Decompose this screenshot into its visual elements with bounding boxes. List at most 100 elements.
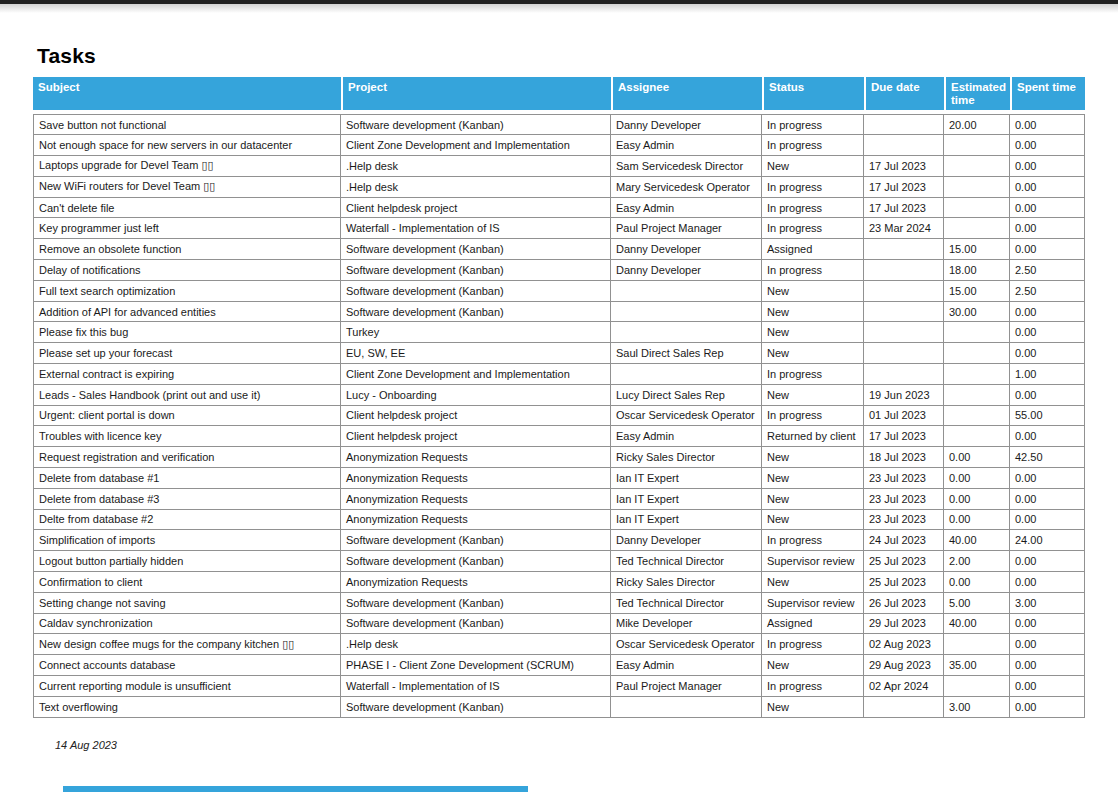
- table-cell: 3.00: [944, 697, 1010, 718]
- table-cell: Easy Admin: [611, 198, 762, 219]
- table-row: Setting change not savingSoftware develo…: [33, 593, 1085, 614]
- table-cell: Anonymization Requests: [341, 572, 611, 593]
- table-cell: 0.00: [1010, 551, 1085, 572]
- table-cell: 26 Jul 2023: [864, 593, 944, 614]
- table-row: Caldav synchronizationSoftware developme…: [33, 614, 1085, 635]
- table-row: External contract is expiringClient Zone…: [33, 364, 1085, 385]
- table-header-cell: Due date: [864, 77, 944, 114]
- table-cell: Software development (Kanban): [341, 614, 611, 635]
- table-cell: Oscar Servicedesk Operator: [611, 634, 762, 655]
- table-row: Delay of notificationsSoftware developme…: [33, 260, 1085, 281]
- table-cell: Current reporting module is unsufficient: [33, 676, 341, 697]
- table-cell: [611, 697, 762, 718]
- table-cell: Confirmation to client: [33, 572, 341, 593]
- table-cell: 23 Mar 2024: [864, 218, 944, 239]
- table-cell: Waterfall - Implementation of IS: [341, 676, 611, 697]
- table-cell: 0.00: [1010, 676, 1085, 697]
- table-row: Please set up your forecastEU, SW, EESau…: [33, 343, 1085, 364]
- table-cell: 40.00: [944, 530, 1010, 551]
- table-cell: Mary Servicedesk Operator: [611, 177, 762, 198]
- table-row: Current reporting module is unsufficient…: [33, 676, 1085, 697]
- table-cell: Easy Admin: [611, 426, 762, 447]
- table-cell: Ted Technical Director: [611, 593, 762, 614]
- table-cell: Troubles with licence key: [33, 426, 341, 447]
- next-page-header-strip: [63, 786, 528, 792]
- table-cell: [864, 343, 944, 364]
- table-cell: In progress: [762, 198, 864, 219]
- table-cell: New: [762, 655, 864, 676]
- table-cell: New design coffee mugs for the company k…: [33, 634, 341, 655]
- table-cell: 55.00: [1010, 406, 1085, 427]
- table-cell: New: [762, 447, 864, 468]
- table-cell: In progress: [762, 260, 864, 281]
- table-cell: [944, 343, 1010, 364]
- table-cell: [611, 322, 762, 343]
- table-cell: Danny Developer: [611, 260, 762, 281]
- table-row: Delte from database #2Anonymization Requ…: [33, 510, 1085, 531]
- table-cell: PHASE I - Client Zone Development (SCRUM…: [341, 655, 611, 676]
- table-header-row: SubjectProjectAssigneeStatusDue dateEsti…: [33, 77, 1085, 114]
- table-row: Simplification of importsSoftware develo…: [33, 530, 1085, 551]
- table-row: Not enough space for new servers in our …: [33, 135, 1085, 156]
- table-cell: New: [762, 385, 864, 406]
- table-cell: New: [762, 697, 864, 718]
- table-cell: In progress: [762, 364, 864, 385]
- table-cell: 01 Jul 2023: [864, 406, 944, 427]
- table-cell: 35.00: [944, 655, 1010, 676]
- table-cell: Addition of API for advanced entities: [33, 302, 341, 323]
- table-cell: Software development (Kanban): [341, 281, 611, 302]
- table-cell: Ricky Sales Director: [611, 447, 762, 468]
- table-cell: Logout button partially hidden: [33, 551, 341, 572]
- table-cell: Ian IT Expert: [611, 468, 762, 489]
- table-cell: Delay of notifications: [33, 260, 341, 281]
- footer-date: 14 Aug 2023: [55, 739, 117, 751]
- table-row: New WiFi routers for Devel Team ▯▯.Help …: [33, 177, 1085, 198]
- table-cell: 18.00: [944, 260, 1010, 281]
- table-cell: Software development (Kanban): [341, 551, 611, 572]
- table-cell: 0.00: [1010, 343, 1085, 364]
- table-cell: 0.00: [1010, 239, 1085, 260]
- table-cell: New: [762, 343, 864, 364]
- table-cell: .Help desk: [341, 156, 611, 177]
- table-cell: 24.00: [1010, 530, 1085, 551]
- table-cell: 0.00: [1010, 385, 1085, 406]
- table-cell: [864, 239, 944, 260]
- table-cell: 17 Jul 2023: [864, 426, 944, 447]
- table-cell: 02 Apr 2024: [864, 676, 944, 697]
- table-cell: [611, 364, 762, 385]
- table-cell: [944, 177, 1010, 198]
- table-cell: 2.50: [1010, 281, 1085, 302]
- table-cell: In progress: [762, 177, 864, 198]
- table-cell: [944, 135, 1010, 156]
- table-cell: [864, 322, 944, 343]
- table-cell: 0.00: [1010, 218, 1085, 239]
- table-cell: 0.00: [944, 468, 1010, 489]
- table-cell: Software development (Kanban): [341, 697, 611, 718]
- table-cell: Delte from database #2: [33, 510, 341, 531]
- table-cell: 1.00: [1010, 364, 1085, 385]
- table-cell: Client Zone Development and Implementati…: [341, 364, 611, 385]
- table-cell: Laptops upgrade for Devel Team ▯▯: [33, 156, 341, 177]
- table-cell: 0.00: [1010, 302, 1085, 323]
- table-cell: 17 Jul 2023: [864, 198, 944, 219]
- table-cell: 23 Jul 2023: [864, 468, 944, 489]
- table-cell: 5.00: [944, 593, 1010, 614]
- table-cell: [864, 135, 944, 156]
- table-cell: 0.00: [1010, 634, 1085, 655]
- table-row: Delete from database #3Anonymization Req…: [33, 489, 1085, 510]
- table-row: Save button not functionalSoftware devel…: [33, 114, 1085, 135]
- table-cell: 0.00: [1010, 697, 1085, 718]
- table-cell: 02 Aug 2023: [864, 634, 944, 655]
- table-cell: Supervisor review: [762, 593, 864, 614]
- table-row: Can't delete fileClient helpdesk project…: [33, 198, 1085, 219]
- table-cell: Please set up your forecast: [33, 343, 341, 364]
- table-cell: [864, 364, 944, 385]
- table-cell: Ted Technical Director: [611, 551, 762, 572]
- table-cell: 0.00: [1010, 177, 1085, 198]
- table-cell: [944, 322, 1010, 343]
- table-cell: Danny Developer: [611, 239, 762, 260]
- table-cell: Caldav synchronization: [33, 614, 341, 635]
- table-cell: 25 Jul 2023: [864, 551, 944, 572]
- table-cell: Can't delete file: [33, 198, 341, 219]
- table-cell: 2.00: [944, 551, 1010, 572]
